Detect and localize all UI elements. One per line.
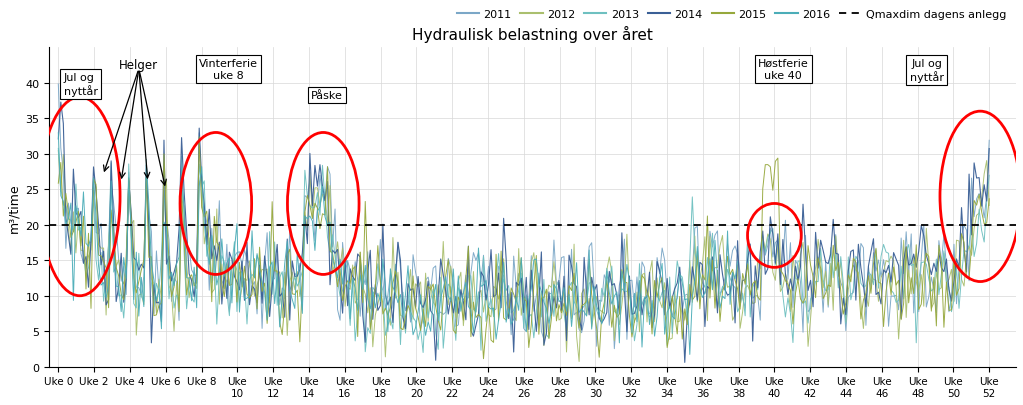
Legend: 2011, 2012, 2013, 2014, 2015, 2016, Qmaxdim dagens anlegg: 2011, 2012, 2013, 2014, 2015, 2016, Qmax… [452, 6, 1011, 25]
Text: Helger: Helger [120, 59, 159, 72]
Text: Jul og
nyttår: Jul og nyttår [909, 59, 943, 83]
Text: Høstferie
uke 40: Høstferie uke 40 [758, 59, 809, 80]
Text: Vinterferie
uke 8: Vinterferie uke 8 [198, 59, 258, 80]
Text: Jul og
nyttår: Jul og nyttår [63, 73, 97, 97]
Y-axis label: m³/time: m³/time [7, 183, 19, 232]
Text: Påske: Påske [311, 91, 343, 100]
Title: Hydraulisk belastning over året: Hydraulisk belastning over året [412, 26, 653, 43]
